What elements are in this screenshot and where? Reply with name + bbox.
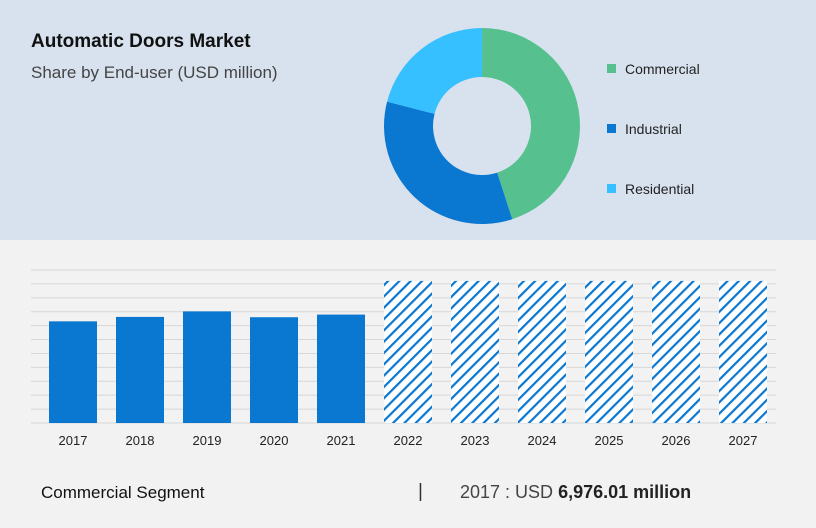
bar-2023 [451, 280, 499, 423]
bar-2020 [250, 317, 298, 423]
year-label-2020: 2020 [260, 433, 289, 448]
bar-2022 [384, 280, 432, 423]
donut-slice-industrial [384, 101, 513, 224]
bar-2017 [49, 321, 97, 423]
bar-2019 [183, 311, 231, 423]
bar-2021 [317, 314, 365, 423]
year-label-2018: 2018 [126, 433, 155, 448]
chart-title: Automatic Doors Market [31, 31, 251, 52]
bar-2025 [585, 280, 633, 423]
legend-label-commercial: Commercial [625, 61, 700, 77]
chart-subtitle: Share by End-user (USD million) [31, 63, 278, 82]
bar-chart [49, 280, 767, 423]
bar-2026 [652, 280, 700, 423]
legend-label-residential: Residential [625, 181, 694, 197]
legend-label-industrial: Industrial [625, 121, 682, 137]
bar-2027 [719, 280, 767, 423]
donut-slice-residential [387, 28, 482, 114]
donut-slice-commercial [482, 28, 580, 220]
year-label-2026: 2026 [662, 433, 691, 448]
year-label-2023: 2023 [461, 433, 490, 448]
bar-2024 [518, 280, 566, 423]
legend-swatch-commercial [607, 64, 616, 73]
bar-2018 [116, 316, 164, 423]
year-label-2022: 2022 [394, 433, 423, 448]
footer-separator: | [418, 481, 423, 502]
year-label-2025: 2025 [595, 433, 624, 448]
year-label-2021: 2021 [327, 433, 356, 448]
year-label-2017: 2017 [59, 433, 88, 448]
footer-segment-label: Commercial Segment [41, 483, 205, 502]
footer-value: 2017 : USD 6,976.01 million [460, 482, 691, 503]
year-label-2019: 2019 [193, 433, 222, 448]
legend-swatch-industrial [607, 124, 616, 133]
legend-swatch-residential [607, 184, 616, 193]
footer-value-amount: 6,976.01 million [558, 482, 692, 502]
year-label-2027: 2027 [729, 433, 758, 448]
footer-year-prefix: 2017 : USD [460, 482, 559, 502]
donut-chart [384, 28, 580, 224]
year-axis-labels: 2017 2018 2019 2020 2021 2022 2023 2024 2025 2026… [59, 433, 758, 448]
donut-legend: Commercial Industrial Residential [607, 61, 700, 197]
year-label-2024: 2024 [528, 433, 557, 448]
